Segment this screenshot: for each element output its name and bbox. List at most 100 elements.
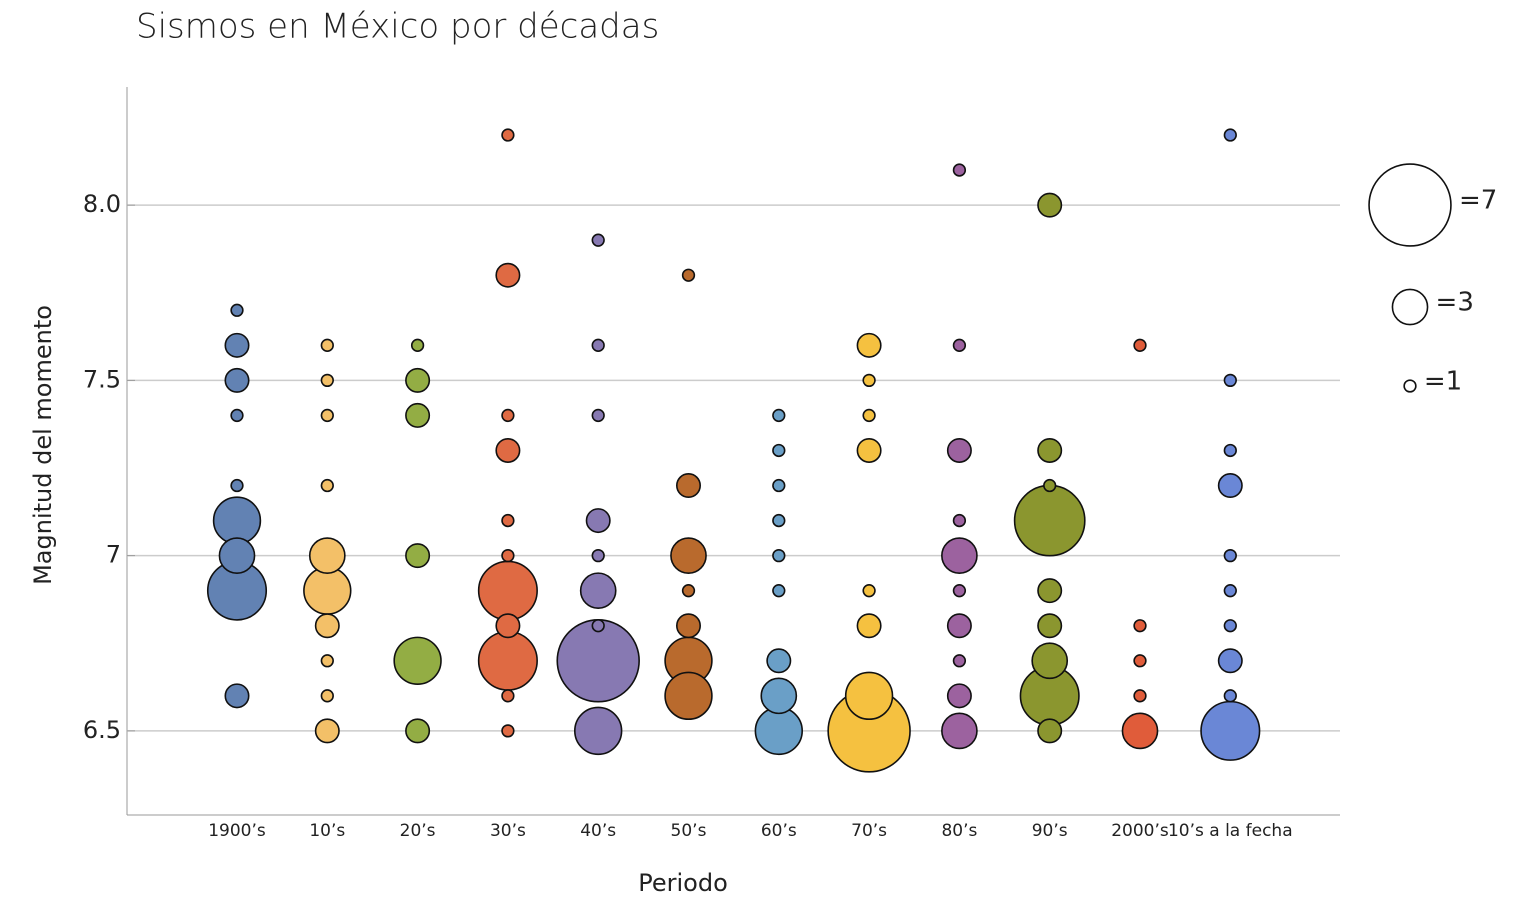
bubble: [320, 689, 334, 703]
bubble: [1121, 712, 1159, 750]
bubble: [585, 508, 611, 534]
bubble: [501, 724, 515, 738]
bubble: [230, 303, 244, 317]
bubble: [1133, 338, 1147, 352]
bubble: [681, 584, 696, 598]
bubble: [1223, 373, 1237, 388]
bubble: [320, 408, 334, 423]
bubble: [218, 537, 256, 574]
bubble: [952, 338, 967, 352]
bubble: [320, 478, 334, 493]
bubble: [681, 268, 696, 282]
size-legend-label: =7: [1459, 186, 1497, 216]
bubble: [393, 636, 442, 685]
bubble: [501, 513, 515, 528]
chart-title: Sismos en México por décadas: [136, 7, 659, 47]
bubble: [477, 630, 538, 691]
bubble: [405, 367, 431, 393]
y-tick-label: 8.0: [83, 190, 121, 218]
x-tick-label: 80’s: [941, 821, 977, 841]
size-legend-label: =1: [1424, 367, 1462, 397]
y-axis-label: Magnitud del momento: [29, 305, 57, 585]
bubble: [501, 548, 515, 563]
bubble: [495, 437, 521, 463]
bubble: [1223, 128, 1237, 142]
bubble: [1037, 718, 1063, 744]
bubble: [1223, 689, 1237, 703]
bubble: [766, 648, 792, 674]
bubble: [314, 613, 340, 639]
x-tick-label: 20’s: [400, 821, 436, 841]
bubble: [675, 473, 701, 499]
bubble: [320, 654, 334, 668]
bubble: [1133, 619, 1147, 633]
bubble: [495, 613, 521, 639]
bubble: [1037, 437, 1063, 463]
bubble: [772, 513, 786, 528]
bubble: [1223, 619, 1237, 633]
bubble: [1037, 613, 1063, 639]
bubble: [495, 262, 521, 288]
y-tick-label: 6.5: [83, 716, 121, 744]
bubble: [1223, 548, 1237, 563]
bubble: [1217, 648, 1243, 674]
x-tick-label: 30’s: [490, 821, 526, 841]
bubble: [862, 584, 876, 598]
size-legend-circle: [1391, 288, 1429, 326]
x-tick-label: 50’s: [671, 821, 707, 841]
bubble: [862, 408, 876, 423]
bubble: [1043, 478, 1057, 493]
bubble: [591, 338, 605, 352]
bubble: [862, 373, 876, 388]
bubble: [591, 408, 605, 423]
bubble: [856, 437, 882, 463]
bubble: [946, 437, 972, 463]
x-tick-label: 90’s: [1032, 821, 1068, 841]
bubble: [941, 537, 978, 574]
bubble: [1013, 484, 1086, 557]
bubble: [308, 537, 346, 574]
bubble: [1200, 700, 1261, 761]
y-tick-label: 7: [106, 541, 121, 569]
bubble: [1037, 192, 1063, 218]
bubble: [501, 128, 515, 142]
y-tick-label: 7.5: [83, 365, 121, 393]
bubble: [591, 548, 605, 563]
bubble: [952, 584, 967, 598]
x-tick-label: 10’s a la fecha: [1168, 821, 1293, 841]
x-tick-label: 60’s: [761, 821, 797, 841]
bubble: [675, 613, 701, 639]
bubble: [952, 513, 967, 528]
bubble: [670, 537, 707, 574]
bubble: [856, 613, 882, 639]
bubble: [1223, 443, 1237, 458]
bubble: [573, 706, 623, 756]
size-legend-circle: [1368, 163, 1452, 247]
bubble: [224, 332, 250, 358]
x-tick-label: 70’s: [851, 821, 887, 841]
bubble: [772, 584, 786, 598]
bubble: [941, 712, 978, 750]
bubble: [230, 478, 244, 493]
bubble: [760, 677, 798, 715]
x-tick-label: 10’s: [309, 821, 345, 841]
bubble: [754, 706, 803, 756]
bubble: [314, 718, 340, 744]
bubble: [664, 671, 713, 721]
bubble: [591, 233, 605, 247]
x-tick-label: 1900’s: [208, 821, 266, 841]
bubble: [856, 332, 882, 358]
bubble: [591, 619, 605, 633]
bubble: [952, 654, 967, 668]
bubble: [1133, 654, 1147, 668]
bubble: [844, 671, 894, 721]
bubble: [303, 566, 352, 615]
size-legend-circle: [1403, 379, 1417, 393]
bubble: [1031, 642, 1069, 680]
bubble: [405, 543, 431, 569]
x-axis-label: Periodo: [638, 869, 728, 897]
bubble: [320, 373, 334, 388]
bubble: [1217, 473, 1243, 499]
